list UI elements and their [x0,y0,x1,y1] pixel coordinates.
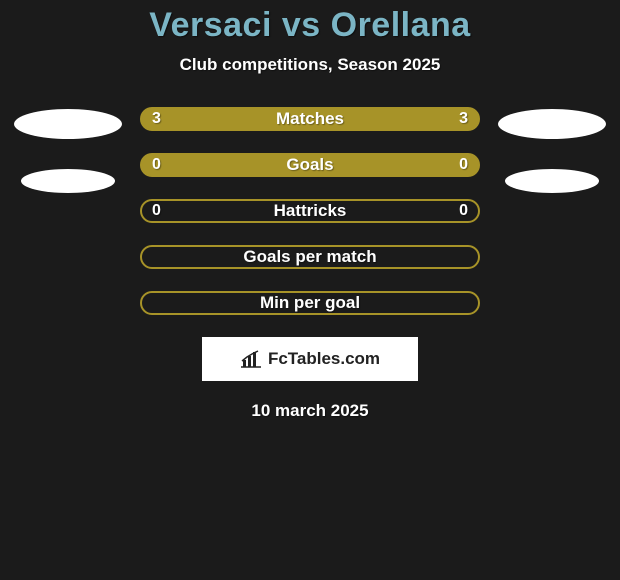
stat-value-left: 0 [152,202,161,220]
right-ellipse-0 [498,109,606,139]
bar-chart-icon [240,350,262,368]
stat-label: Goals [286,155,333,175]
title-player-left: Versaci [149,6,272,44]
right-ellipse-1 [505,169,599,193]
stat-label: Matches [276,109,344,129]
page-title: Versaci vs Orellana [0,0,620,45]
stat-bar-goals-per-match: Goals per match [140,245,480,269]
stat-bar-matches: 3 Matches 3 [140,107,480,131]
left-ellipse-0 [14,109,122,139]
brand-text: FcTables.com [268,349,380,369]
brand-box: FcTables.com [202,337,418,381]
left-logo-column [14,107,122,193]
comparison-infographic: Versaci vs Orellana Club competitions, S… [0,0,620,580]
stat-label: Hattricks [274,201,347,221]
title-player-right: Orellana [331,6,471,44]
stat-bar-goals: 0 Goals 0 [140,153,480,177]
stat-value-right: 3 [459,110,468,128]
stat-value-right: 0 [459,156,468,174]
stat-bars: 3 Matches 3 0 Goals 0 0 Hattricks 0 Goal… [140,107,480,315]
stat-value-right: 0 [459,202,468,220]
stat-label: Min per goal [260,293,360,313]
date-text: 10 march 2025 [0,401,620,421]
subtitle: Club competitions, Season 2025 [0,55,620,75]
left-ellipse-1 [21,169,115,193]
stat-bar-hattricks: 0 Hattricks 0 [140,199,480,223]
stat-value-left: 0 [152,156,161,174]
stat-bar-min-per-goal: Min per goal [140,291,480,315]
stat-value-left: 3 [152,110,161,128]
stat-label: Goals per match [243,247,376,267]
stats-area: 3 Matches 3 0 Goals 0 0 Hattricks 0 Goal… [0,107,620,315]
right-logo-column [498,107,606,193]
title-vs: vs [272,6,331,44]
